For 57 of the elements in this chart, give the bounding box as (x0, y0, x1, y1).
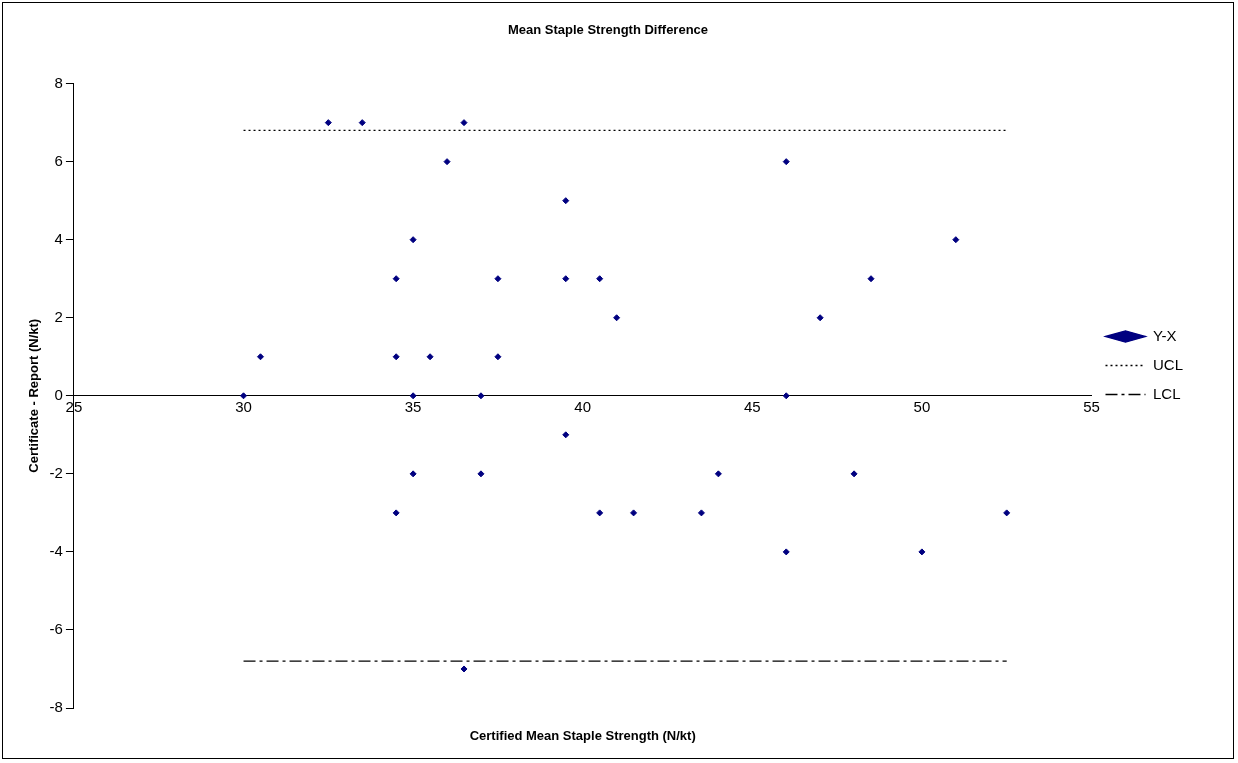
legend-label: Y-X (1152, 326, 1177, 344)
y-tick-label: 2 (54, 307, 63, 325)
point (494, 275, 502, 283)
point (782, 158, 790, 166)
y-tick-label: -6 (49, 620, 63, 638)
point (240, 392, 248, 400)
point (816, 314, 824, 322)
point (409, 392, 417, 400)
point (867, 275, 875, 283)
point (409, 236, 417, 244)
point (714, 470, 722, 478)
point (952, 236, 960, 244)
point (256, 353, 264, 361)
x-tick-label: 45 (743, 397, 761, 415)
point (782, 548, 790, 556)
y-axis-title: Certificate - Report (N/kt) (26, 318, 42, 473)
point (596, 275, 604, 283)
point (460, 119, 468, 127)
point (562, 197, 570, 205)
point (1003, 509, 1011, 517)
point (850, 470, 858, 478)
point (392, 353, 400, 361)
point (409, 470, 417, 478)
point (443, 158, 451, 166)
x-tick-label: 50 (913, 397, 931, 415)
x-tick-label: 30 (235, 397, 252, 415)
point (477, 392, 485, 400)
legend-label: LCL (1152, 384, 1181, 402)
point (392, 275, 400, 283)
y-tick-label: -8 (49, 698, 63, 716)
point (460, 665, 468, 673)
x-tick-label: 55 (1083, 397, 1100, 415)
x-axis-title: Certified Mean Staple Strength (N/kt) (469, 728, 696, 744)
point (562, 431, 570, 439)
point (324, 119, 332, 127)
chart-title: Mean Staple Strength Difference (507, 22, 709, 38)
y-tick-label: 0 (54, 385, 63, 403)
point (697, 509, 705, 517)
point (426, 353, 434, 361)
point (613, 314, 621, 322)
y-tick-label: 8 (54, 73, 63, 91)
point (630, 509, 638, 517)
point (596, 509, 604, 517)
legend-label: UCL (1152, 355, 1184, 373)
point (392, 509, 400, 517)
y-tick-label: 6 (54, 151, 63, 169)
y-tick-label: -2 (49, 463, 63, 481)
point (782, 392, 790, 400)
y-tick-label: -4 (49, 542, 63, 560)
point (477, 470, 485, 478)
point (358, 119, 366, 127)
point (918, 548, 926, 556)
point (562, 275, 570, 283)
x-tick-label: 35 (404, 397, 422, 415)
point (494, 353, 502, 361)
x-tick-label: 40 (574, 397, 592, 415)
y-tick-label: 4 (54, 229, 63, 247)
